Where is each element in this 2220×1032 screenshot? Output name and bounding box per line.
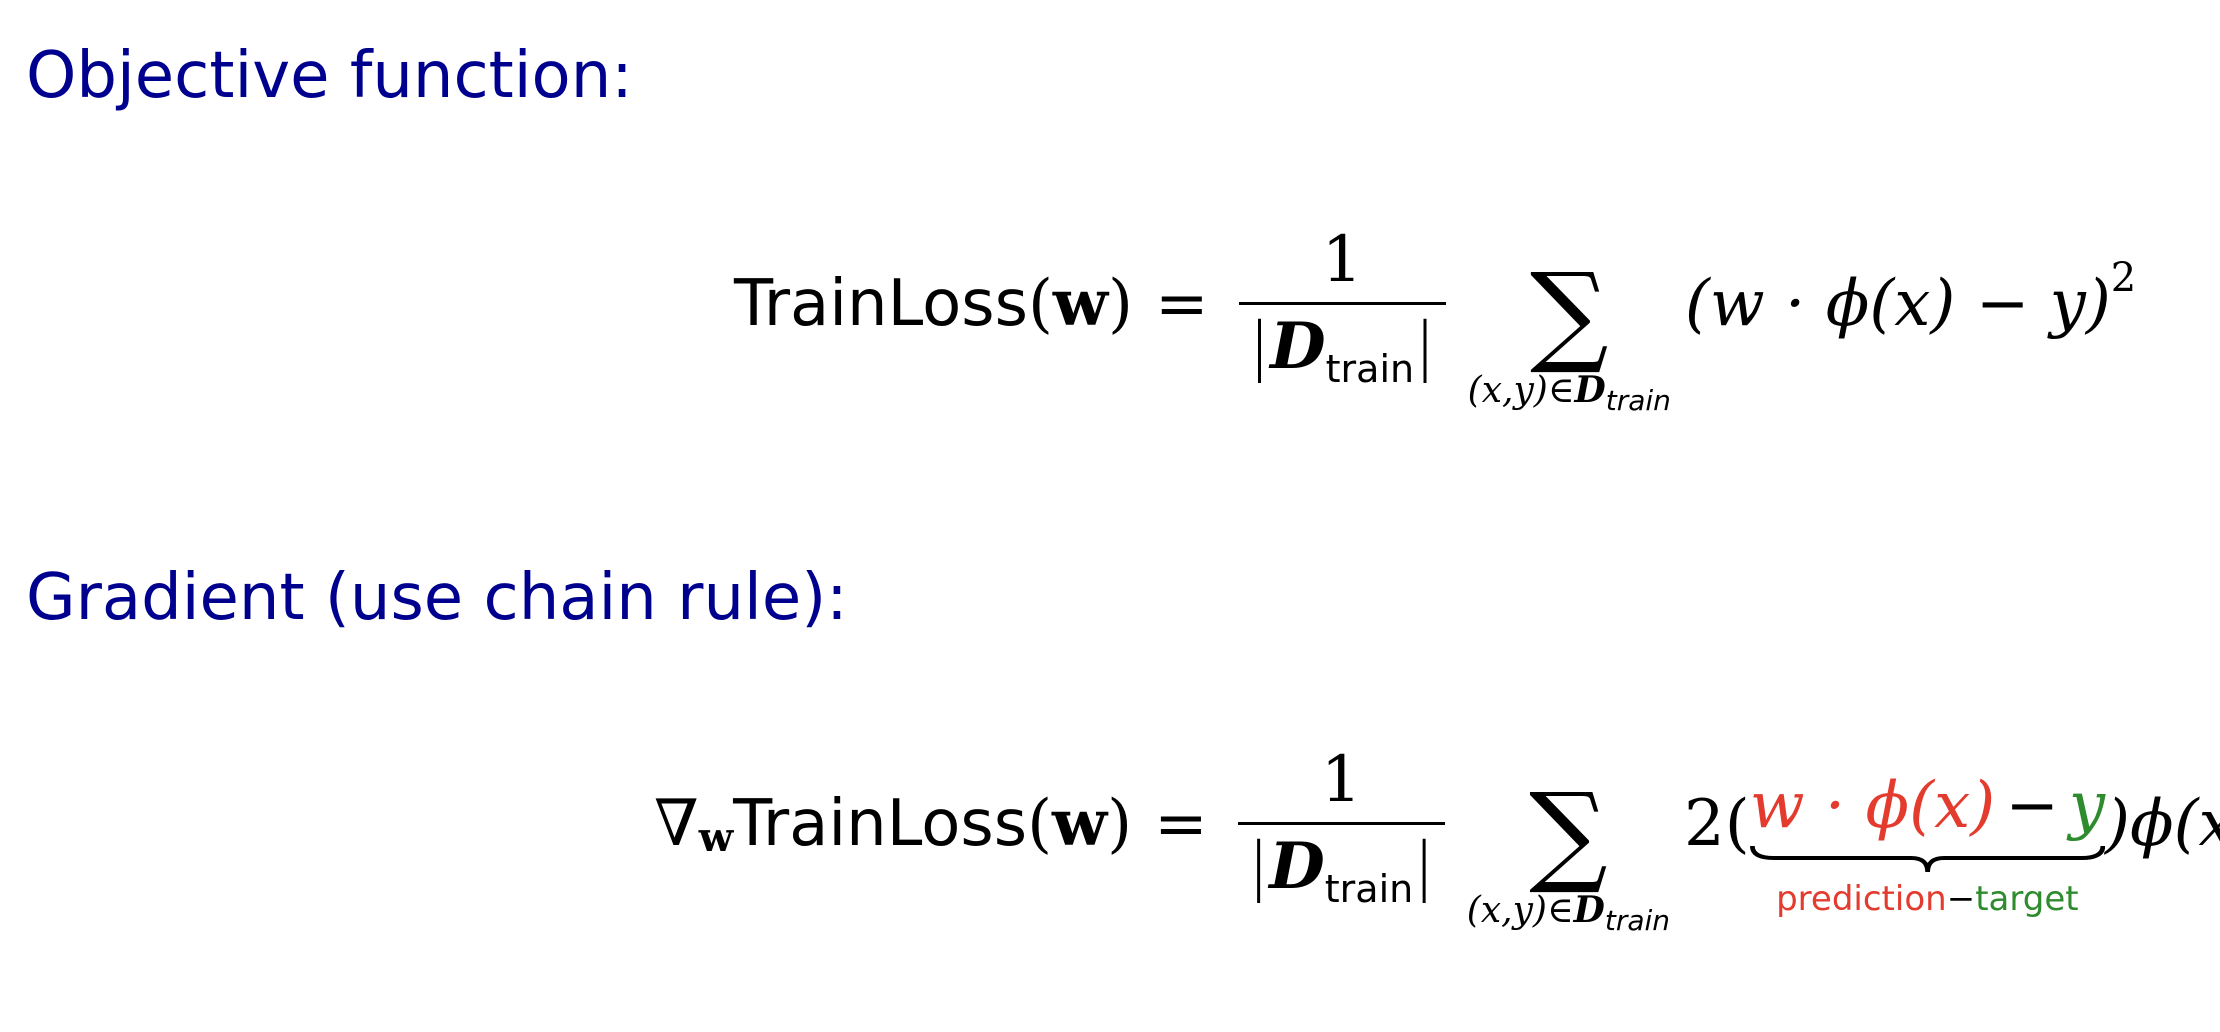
fraction-denominator: |Dtrain| [1247,829,1435,911]
nabla-symbol: ∇ [654,786,699,861]
sigma-symbol: ∑ [1529,769,1608,897]
equals-sign: = [1154,786,1208,861]
summation: ∑ (x,y)∈Dtrain [1466,769,1671,937]
brace-label-target: target [1975,878,2079,919]
rparen: ) [1108,266,1133,341]
nabla-subscript: w [698,813,734,861]
residual-underbrace: w · ϕ(x) − y prediction−target [1749,768,2105,916]
fraction-denominator: |Dtrain| [1248,309,1436,391]
dataset-subscript: train [1325,347,1415,391]
summation-index: (x,y)∈Dtrain [1467,369,1671,417]
trainloss-name: TrainLoss [733,786,1028,861]
rparen: ) [1107,786,1133,861]
exponent: 2 [2110,254,2137,301]
dataset-symbol: D [1269,829,1325,904]
dataset-subscript: train [1324,867,1414,911]
brace-label-prediction: prediction [1776,878,1947,919]
prediction-expression: w · ϕ(x) [1749,768,1996,843]
trainloss-name: TrainLoss [734,266,1028,341]
summation: ∑ (x,y)∈Dtrain [1467,249,1671,417]
squared-residual: (w · ϕ(x) − y) [1684,266,2111,341]
objective-equation: TrainLoss ( w ) = 1 |Dtrain| ∑ (x,y)∈Dtr… [734,223,2137,415]
normalizer-fraction: 1 |Dtrain| [1237,743,1445,911]
fraction-numerator: 1 [1321,223,1363,297]
normalizer-fraction: 1 |Dtrain| [1238,223,1446,391]
brace-label-minus: − [1946,878,1976,919]
weight-symbol: w [1052,785,1108,861]
sigma-symbol: ∑ [1530,249,1609,377]
coefficient: 2( [1684,786,1750,861]
brace-label: prediction−target [1776,882,2078,916]
gradient-equation: ∇ w TrainLoss ( w ) = 1 |Dtrain| ∑ (x,y)… [654,743,2220,935]
equals-sign: = [1154,266,1209,341]
feature-tail: )ϕ(x) [2104,786,2220,861]
objective-heading: Objective function: [26,39,633,113]
target-expression: y [2068,768,2105,843]
lparen: ( [1027,786,1053,861]
underbrace-icon [1749,845,2105,872]
dataset-symbol: D [1270,309,1326,384]
lparen: ( [1027,266,1053,341]
weight-symbol: w [1052,265,1108,341]
fraction-bar [1237,822,1445,825]
fraction-numerator: 1 [1320,743,1362,817]
summation-index: (x,y)∈Dtrain [1466,889,1671,937]
fraction-bar [1238,302,1446,305]
gradient-heading: Gradient (use chain rule): [26,561,848,635]
minus-sign: − [2005,768,2059,843]
